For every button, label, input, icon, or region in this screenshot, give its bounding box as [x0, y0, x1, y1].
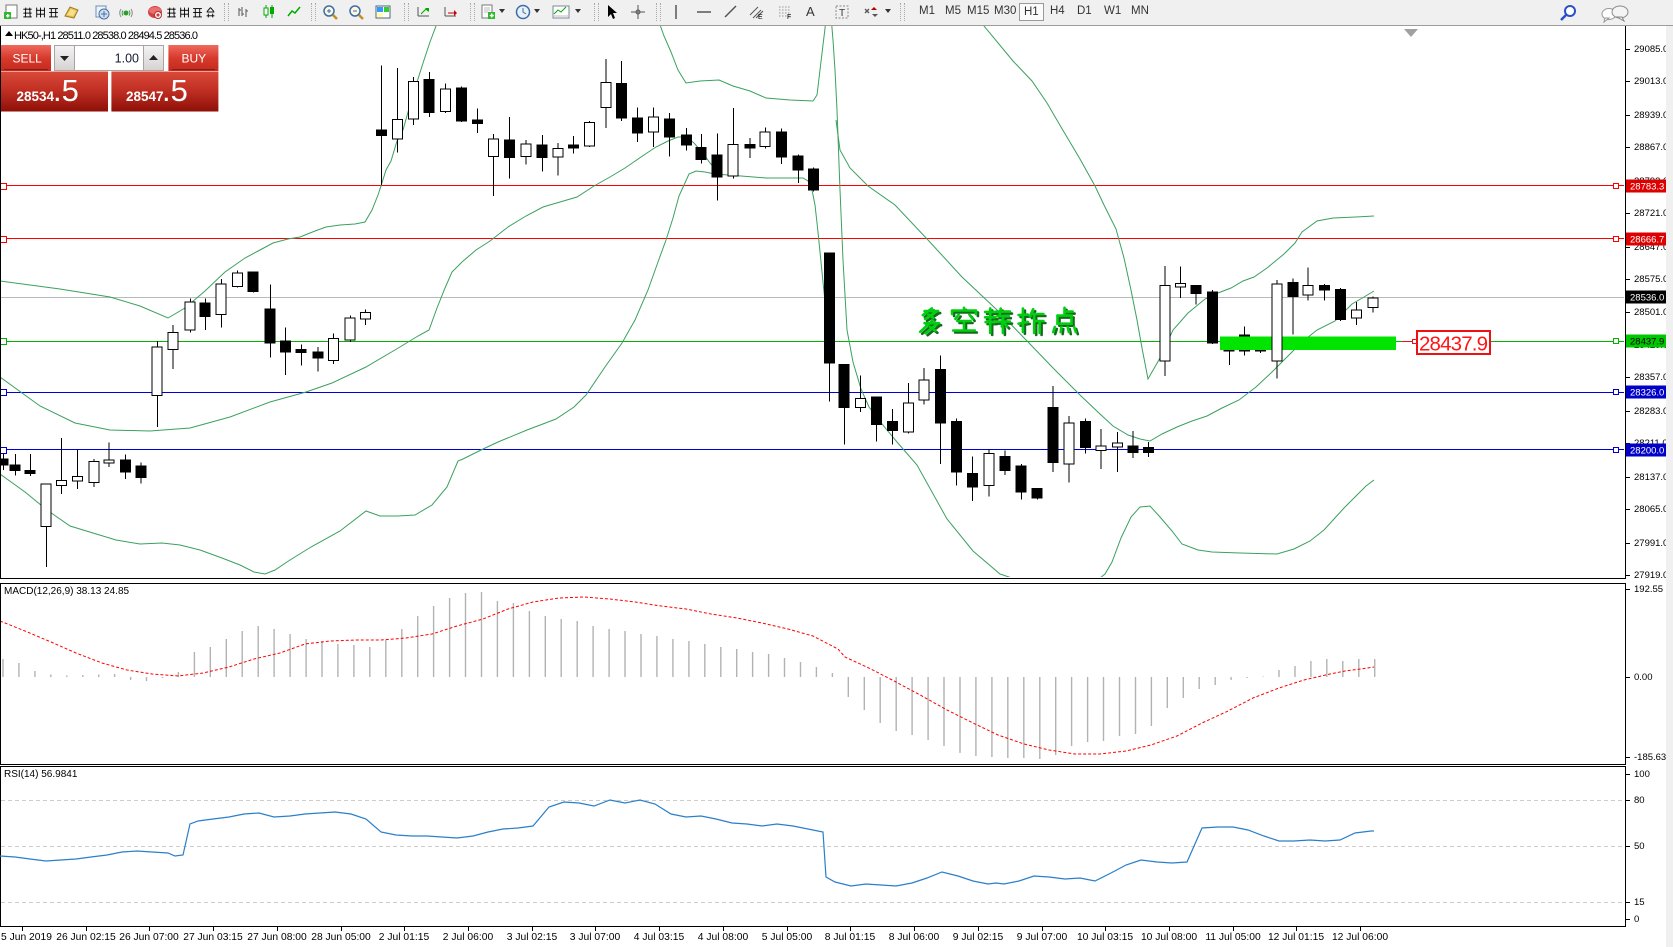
svg-text:192.55: 192.55 — [1634, 584, 1663, 595]
svg-text:8 Jul 06:00: 8 Jul 06:00 — [889, 932, 940, 943]
svg-text:100: 100 — [1634, 769, 1650, 780]
svg-text:T: T — [839, 8, 845, 19]
svg-text:28666.7: 28666.7 — [1630, 235, 1664, 246]
svg-text:4 Jul 03:15: 4 Jul 03:15 — [634, 932, 685, 943]
svg-text:MACD(12,26,9) 38.13 24.85: MACD(12,26,9) 38.13 24.85 — [4, 586, 130, 597]
svg-text:10 Jul 08:00: 10 Jul 08:00 — [1141, 932, 1197, 943]
svg-text:28437.9: 28437.9 — [1419, 333, 1488, 356]
svg-text:28357.0: 28357.0 — [1634, 372, 1668, 383]
svg-text:12 Jul 01:15: 12 Jul 01:15 — [1268, 932, 1324, 943]
svg-text:12 Jul 06:00: 12 Jul 06:00 — [1332, 932, 1388, 943]
svg-text:28547: 28547 — [126, 89, 164, 104]
svg-text:5 Jul 05:00: 5 Jul 05:00 — [762, 932, 813, 943]
svg-text:.5: .5 — [53, 73, 79, 108]
svg-text:2 Jul 06:00: 2 Jul 06:00 — [443, 932, 494, 943]
svg-text:80: 80 — [1634, 795, 1645, 806]
svg-text:28200.0: 28200.0 — [1630, 446, 1664, 457]
svg-text:28721.0: 28721.0 — [1634, 208, 1668, 219]
svg-text:28575.0: 28575.0 — [1634, 274, 1668, 285]
svg-text:HK50-,H1 28511.0 28538.0 2849: HK50-,H1 28511.0 28538.0 28494.5 28536.0 — [14, 30, 198, 42]
svg-text:5 Jun 2019: 5 Jun 2019 — [1, 932, 52, 943]
svg-text:BUY: BUY — [182, 52, 207, 66]
svg-text:28326.0: 28326.0 — [1630, 388, 1664, 399]
svg-text:SELL: SELL — [13, 52, 43, 66]
svg-text:27 Jun 03:15: 27 Jun 03:15 — [183, 932, 243, 943]
svg-text:27919.0: 27919.0 — [1634, 570, 1668, 581]
svg-text:9 Jul 07:00: 9 Jul 07:00 — [1017, 932, 1068, 943]
svg-text:28065.0: 28065.0 — [1634, 504, 1668, 515]
svg-text:29085.0: 29085.0 — [1634, 44, 1668, 55]
svg-text:28 Jun 05:00: 28 Jun 05:00 — [311, 932, 371, 943]
svg-text:28137.0: 28137.0 — [1634, 472, 1668, 483]
svg-text:28534: 28534 — [17, 89, 55, 104]
svg-text:4 Jul 08:00: 4 Jul 08:00 — [698, 932, 749, 943]
svg-text:26 Jun 02:15: 26 Jun 02:15 — [56, 932, 116, 943]
svg-text:27 Jun 08:00: 27 Jun 08:00 — [247, 932, 307, 943]
svg-text:28437.9: 28437.9 — [1630, 337, 1664, 348]
svg-text:10 Jul 03:15: 10 Jul 03:15 — [1077, 932, 1133, 943]
svg-text:28783.3: 28783.3 — [1630, 182, 1664, 193]
svg-text:.5: .5 — [162, 73, 188, 108]
svg-text:28939.0: 28939.0 — [1634, 110, 1668, 121]
svg-text:28867.0: 28867.0 — [1634, 142, 1668, 153]
svg-text:0.00: 0.00 — [1634, 672, 1653, 683]
svg-text:15: 15 — [1634, 897, 1645, 908]
svg-text:26 Jun 07:00: 26 Jun 07:00 — [119, 932, 179, 943]
svg-text:27991.0: 27991.0 — [1634, 538, 1668, 549]
svg-text:1.00: 1.00 — [115, 52, 139, 66]
svg-text:F: F — [787, 14, 791, 20]
svg-text:-185.63: -185.63 — [1634, 752, 1666, 763]
svg-text:2 Jul 01:15: 2 Jul 01:15 — [379, 932, 430, 943]
svg-text:28283.0: 28283.0 — [1634, 406, 1668, 417]
svg-text:11 Jul 05:00: 11 Jul 05:00 — [1205, 932, 1261, 943]
svg-text:E: E — [758, 14, 763, 20]
svg-text:8 Jul 01:15: 8 Jul 01:15 — [825, 932, 876, 943]
svg-text:50: 50 — [1634, 841, 1645, 852]
svg-text:0: 0 — [1634, 914, 1639, 925]
svg-text:3 Jul 07:00: 3 Jul 07:00 — [570, 932, 621, 943]
svg-text:29013.0: 29013.0 — [1634, 76, 1668, 87]
svg-text:RSI(14) 56.9841: RSI(14) 56.9841 — [4, 769, 78, 780]
svg-text:9 Jul 02:15: 9 Jul 02:15 — [953, 932, 1004, 943]
svg-text:3 Jul 02:15: 3 Jul 02:15 — [507, 932, 558, 943]
svg-text:28647.0: 28647.0 — [1634, 242, 1668, 253]
svg-text:28501.0: 28501.0 — [1634, 307, 1668, 318]
svg-text:28536.0: 28536.0 — [1630, 293, 1664, 304]
